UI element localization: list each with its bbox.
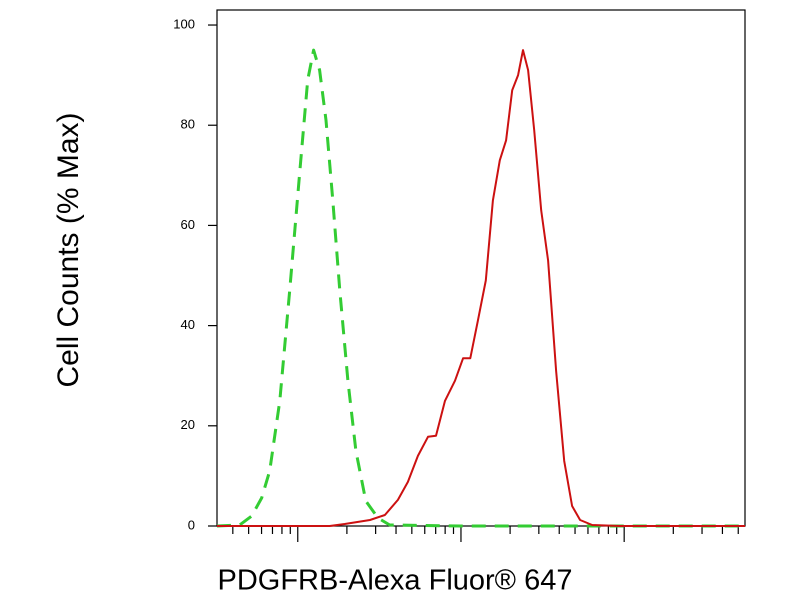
y-tick-label: 0 [188,517,195,532]
x-axis-label: PDGFRB-Alexa Fluor® 647 [218,565,573,597]
histogram-line [217,49,745,527]
plot-frame [216,9,746,527]
y-tick-label: 20 [181,417,195,432]
y-tick-label: 60 [181,217,195,232]
y-tick-label: 40 [181,317,195,332]
y-tick-label: 80 [181,117,195,132]
y-tick-label: 100 [173,16,195,31]
histogram-line [216,48,745,528]
y-axis-label: Cell Counts (% Max) [52,112,85,387]
